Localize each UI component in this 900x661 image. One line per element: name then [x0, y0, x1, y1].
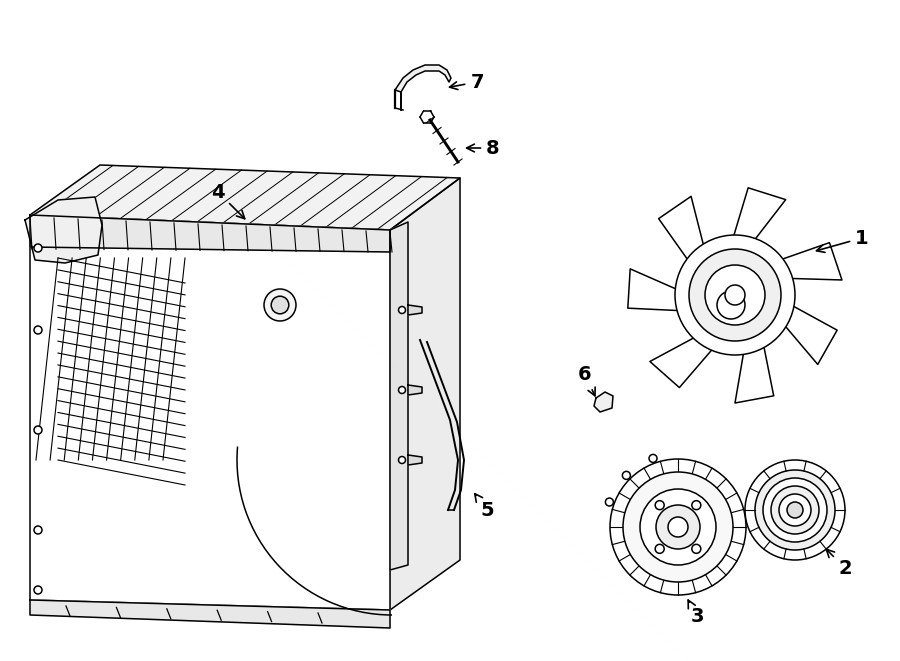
Circle shape [399, 307, 406, 313]
Circle shape [675, 235, 795, 355]
Polygon shape [628, 269, 686, 311]
Circle shape [34, 526, 42, 534]
Text: 8: 8 [466, 139, 500, 157]
Polygon shape [408, 455, 422, 465]
Circle shape [399, 387, 406, 393]
Circle shape [623, 471, 630, 479]
Polygon shape [390, 178, 460, 610]
Text: 5: 5 [475, 494, 494, 520]
Circle shape [705, 265, 765, 325]
Polygon shape [408, 385, 422, 395]
Circle shape [649, 454, 657, 463]
Circle shape [787, 502, 803, 518]
Polygon shape [30, 600, 390, 628]
Polygon shape [732, 188, 786, 245]
Circle shape [692, 544, 701, 553]
Polygon shape [735, 339, 774, 403]
Polygon shape [30, 215, 390, 252]
Circle shape [271, 296, 289, 314]
Circle shape [725, 285, 745, 305]
Circle shape [264, 289, 296, 321]
Circle shape [606, 498, 614, 506]
Polygon shape [390, 222, 408, 570]
Text: 1: 1 [816, 229, 868, 253]
Circle shape [623, 472, 733, 582]
Polygon shape [659, 196, 706, 266]
Circle shape [763, 478, 827, 542]
Circle shape [655, 500, 664, 510]
Circle shape [34, 326, 42, 334]
Text: 3: 3 [688, 600, 704, 627]
Circle shape [779, 494, 811, 526]
Text: 7: 7 [450, 73, 484, 91]
Circle shape [771, 486, 819, 534]
Polygon shape [408, 305, 422, 315]
Polygon shape [30, 165, 460, 230]
Circle shape [640, 489, 716, 565]
Circle shape [655, 544, 664, 553]
Circle shape [34, 586, 42, 594]
Polygon shape [650, 334, 717, 387]
Circle shape [755, 470, 835, 550]
Circle shape [689, 249, 781, 341]
Polygon shape [25, 197, 102, 263]
Circle shape [399, 457, 406, 463]
Text: 4: 4 [212, 182, 245, 219]
Circle shape [34, 244, 42, 252]
Circle shape [745, 460, 845, 560]
Circle shape [668, 517, 688, 537]
Circle shape [610, 459, 746, 595]
Circle shape [34, 426, 42, 434]
Polygon shape [30, 215, 390, 610]
Text: 2: 2 [826, 549, 851, 578]
Polygon shape [594, 392, 613, 412]
Circle shape [656, 505, 700, 549]
Text: 6: 6 [578, 366, 595, 396]
Polygon shape [775, 243, 842, 280]
Polygon shape [395, 65, 451, 92]
Polygon shape [780, 303, 837, 364]
Circle shape [692, 500, 701, 510]
